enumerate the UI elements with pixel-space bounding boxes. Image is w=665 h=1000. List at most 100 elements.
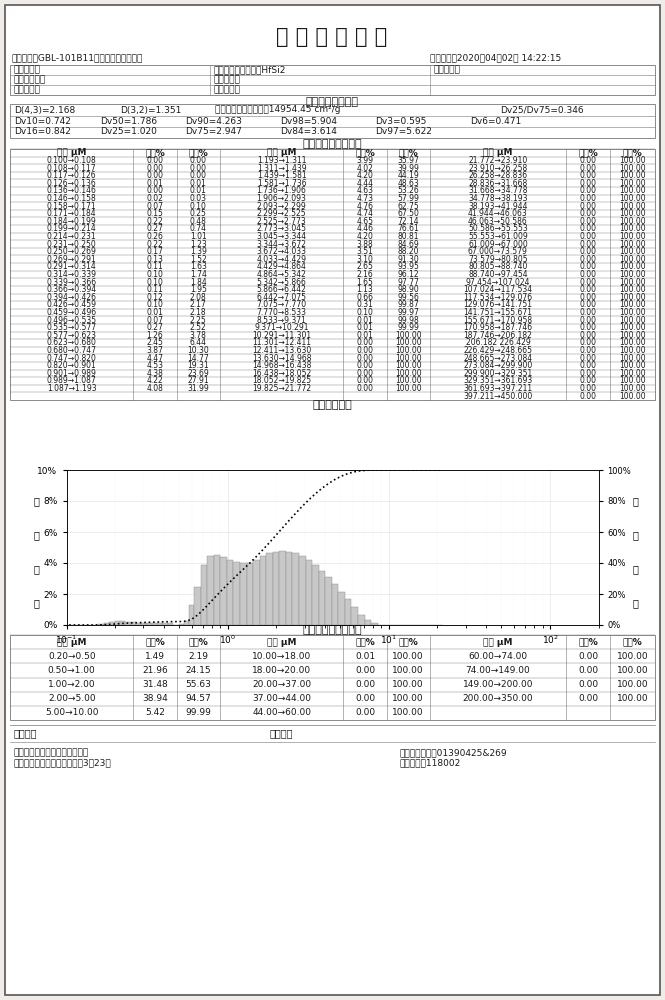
Text: 10.30: 10.30 [188,346,209,355]
Text: 3.344→3.672: 3.344→3.672 [257,240,307,249]
Text: 0.11: 0.11 [147,262,164,271]
Text: 分级 μM: 分级 μM [483,638,513,647]
Text: 38.193→41.944: 38.193→41.944 [468,202,527,211]
Text: 1.13: 1.13 [356,285,373,294]
Text: 累积%: 累积% [623,638,642,647]
Text: 99.98: 99.98 [397,316,419,325]
Text: 0.496→0.535: 0.496→0.535 [47,316,97,325]
Text: 分散条件：: 分散条件： [214,76,241,85]
Text: 测试人员：: 测试人员： [434,66,461,75]
Text: 97.454→107.024: 97.454→107.024 [465,278,530,287]
Text: 1.39: 1.39 [190,247,207,256]
Text: Dv16=0.842: Dv16=0.842 [14,127,71,136]
Text: 31.48: 31.48 [142,680,168,689]
Text: 100.00: 100.00 [619,270,646,279]
Bar [104,623,109,625]
Bar [213,555,220,625]
Text: 99.56: 99.56 [397,293,419,302]
Text: 1.26: 1.26 [147,331,164,340]
Text: 分级 μM: 分级 μM [267,148,297,157]
Text: Dv10=0.742: Dv10=0.742 [14,116,71,125]
Text: 100.00: 100.00 [395,376,422,385]
Text: 0.11: 0.11 [147,285,164,294]
Text: 100.00: 100.00 [619,278,646,287]
Text: 0.00: 0.00 [580,293,597,302]
Text: 11.301→12.411: 11.301→12.411 [252,338,311,347]
Text: 4.44: 4.44 [356,179,374,188]
Text: 0.00: 0.00 [580,171,597,180]
Text: 0.00: 0.00 [146,171,164,180]
Text: 44.19: 44.19 [397,171,419,180]
Bar [10,149,655,400]
Text: 100.00: 100.00 [619,323,646,332]
Bar [114,621,120,625]
Bar [338,592,345,625]
Text: 2.773→3.045: 2.773→3.045 [257,224,307,233]
Bar [273,552,279,625]
Text: 0.12: 0.12 [147,293,164,302]
Text: 3.88: 3.88 [356,240,373,249]
Text: 73.579→80.805: 73.579→80.805 [468,255,528,264]
Text: 100.00: 100.00 [619,308,646,317]
Text: 2.25: 2.25 [190,316,207,325]
Text: 100.00: 100.00 [619,293,646,302]
Text: 99.99: 99.99 [397,323,419,332]
Text: 3.045→3.344: 3.045→3.344 [257,232,307,241]
Text: 14.968→16.438: 14.968→16.438 [252,361,311,370]
Text: 0.00: 0.00 [580,338,597,347]
Text: 34.778→38.193: 34.778→38.193 [468,194,527,203]
Text: 粒 度 分 析 报 告: 粒 度 分 析 报 告 [277,27,388,47]
Text: 129.076→141.751: 129.076→141.751 [464,300,533,309]
Text: 0.00: 0.00 [580,354,597,363]
Text: 2.19: 2.19 [188,652,208,661]
Bar [136,623,141,625]
Text: 0.17: 0.17 [146,247,164,256]
Text: 100.00: 100.00 [619,361,646,370]
Text: 1.74: 1.74 [190,270,207,279]
Text: 0.74: 0.74 [190,224,207,233]
Text: 41.944→46.063: 41.944→46.063 [468,209,528,218]
Text: 0.00: 0.00 [580,179,597,188]
Text: 样品编号：: 样品编号： [14,66,41,75]
Bar [364,620,371,625]
Bar [120,621,125,625]
Text: 0.22: 0.22 [147,240,164,249]
Text: 累积%: 累积% [398,638,418,647]
Text: 100.00: 100.00 [619,232,646,241]
Text: 0.00: 0.00 [580,308,597,317]
Bar [10,635,655,720]
Text: 117.534→129.076: 117.534→129.076 [464,293,533,302]
Text: 0.01: 0.01 [356,323,373,332]
Text: 0.00: 0.00 [580,262,597,271]
Text: 频率%: 频率% [145,638,165,647]
Text: Dv25=1.020: Dv25=1.020 [100,127,157,136]
Text: 0.00: 0.00 [580,361,597,370]
Text: 299.900→329.351: 299.900→329.351 [464,369,533,378]
Text: 2.18: 2.18 [190,308,207,317]
Text: 0.00: 0.00 [580,300,597,309]
Text: 0.00: 0.00 [355,694,375,703]
Text: 0.27: 0.27 [146,323,164,332]
Bar [259,556,266,625]
Text: 100.00: 100.00 [617,666,648,675]
Text: 5.00→10.00: 5.00→10.00 [45,708,98,717]
Text: 0.00: 0.00 [580,376,597,385]
Text: 0.747→0.820: 0.747→0.820 [47,354,96,363]
Text: 0.15: 0.15 [146,209,164,218]
Text: 100.00: 100.00 [395,346,422,355]
Text: 分级 μM: 分级 μM [483,148,513,157]
Text: 布: 布 [632,598,638,608]
Text: 100.00: 100.00 [619,186,646,195]
Text: 6.442→7.075: 6.442→7.075 [257,293,307,302]
Text: 0.00: 0.00 [580,278,597,287]
Text: 分级 μM: 分级 μM [57,148,86,157]
Text: 100.00: 100.00 [395,354,422,363]
Text: 0.00: 0.00 [190,156,207,165]
Text: Dv90=4.263: Dv90=4.263 [185,116,242,125]
Text: 0.00: 0.00 [356,376,374,385]
Text: 0.680→0.747: 0.680→0.747 [47,346,96,355]
Text: 100.00: 100.00 [619,300,646,309]
Text: 2.08: 2.08 [190,293,207,302]
Text: 24.15: 24.15 [186,666,211,675]
Text: 0.01: 0.01 [356,316,373,325]
